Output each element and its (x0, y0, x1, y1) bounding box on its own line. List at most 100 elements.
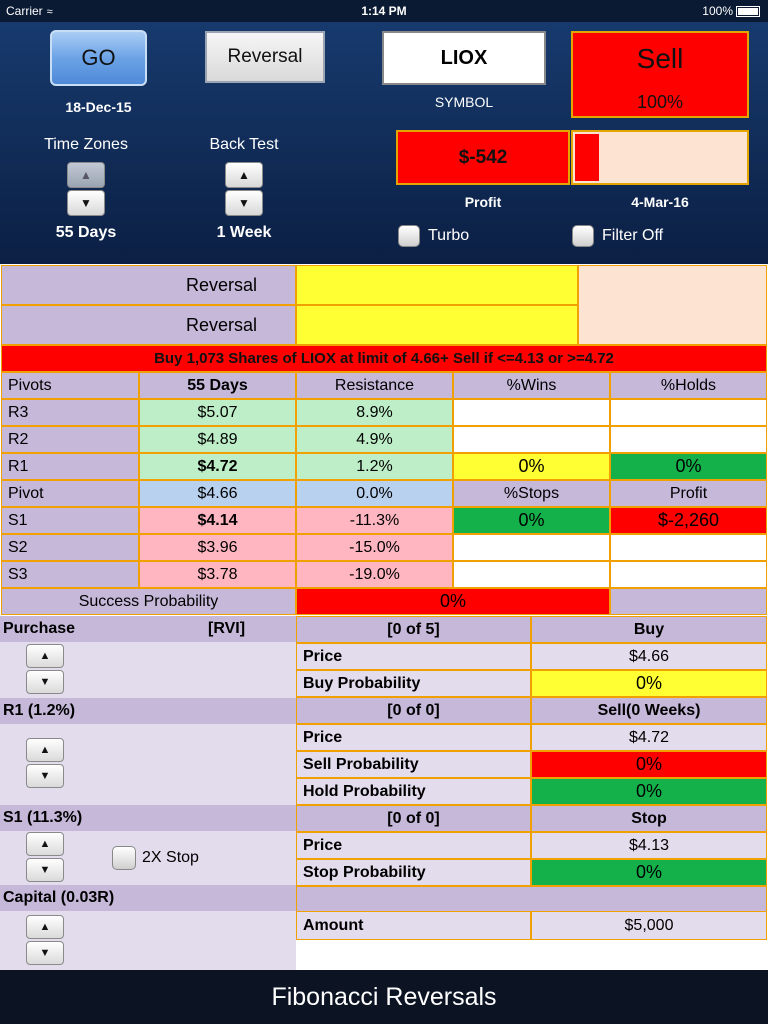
reversal-row-2-value (296, 305, 578, 345)
capital-blank (296, 940, 768, 970)
r1-section-price: $4.72 (531, 724, 767, 751)
purchase-count: [0 of 5] (296, 616, 531, 643)
sell-prob: 0% (531, 751, 767, 778)
time-zones-up-icon[interactable]: ▲ (67, 162, 105, 188)
current-date: 18-Dec-15 (65, 99, 132, 115)
s1-label: S1 (1, 507, 139, 534)
r1-percent: 1.2% (296, 453, 453, 480)
signal-box: Sell 100% (571, 31, 749, 118)
back-test-down-icon[interactable]: ▼ (225, 190, 263, 216)
r1-stepper[interactable]: ▲ ▼ (26, 738, 64, 790)
r1-holds: 0% (610, 453, 767, 480)
carrier-label: Carrier ≈ (6, 4, 53, 18)
pivot-label: Pivot (1, 480, 139, 507)
back-test-value: 1 Week (216, 224, 272, 241)
battery-indicator: 100% (702, 4, 760, 18)
app-title: Fibonacci Reversals (0, 970, 768, 1024)
purchase-up-icon[interactable]: ▲ (26, 644, 64, 668)
symbol-caption: SYMBOL (434, 94, 494, 110)
s1-price: $4.14 (139, 507, 296, 534)
s1-section-title: S1 (11.3%) (3, 809, 83, 826)
r1-label: R1 (1, 453, 139, 480)
time-zones-value: 55 Days (55, 224, 117, 241)
amount-label: Amount (296, 911, 531, 940)
turbo-label: Turbo (428, 227, 470, 244)
s3-profit (610, 561, 767, 588)
r2-price: $4.89 (139, 426, 296, 453)
progress-fill (575, 134, 599, 181)
reversal-button[interactable]: Reversal (205, 31, 325, 83)
profit-value: $-542 (396, 130, 570, 185)
hold-prob: 0% (531, 778, 767, 805)
s1-stepper[interactable]: ▲ ▼ (26, 832, 64, 884)
status-bar: Carrier ≈ 1:14 PM 100% (0, 0, 768, 22)
capital-title: Capital (0.03R) (3, 889, 115, 906)
s3-stops (453, 561, 610, 588)
r1-section-header: R1 (1.2%) (0, 698, 296, 724)
order-banner: Buy 1,073 Shares of LIOX at limit of 4.6… (1, 345, 767, 372)
s1-section-header: S1 (11.3%) (0, 805, 296, 831)
capital-up-icon[interactable]: ▲ (26, 915, 64, 939)
buy-prob-label: Buy Probability (296, 670, 531, 697)
reversal-row-1: Reversal (1, 265, 296, 305)
r3-wins (453, 399, 610, 426)
success-label: Success Probability (1, 588, 296, 615)
reversal-row-2: Reversal (1, 305, 296, 345)
stop-prob: 0% (531, 859, 767, 886)
pivot-grid: Reversal Reversal Buy 1,073 Shares of LI… (0, 264, 768, 970)
s1-down-icon[interactable]: ▼ (26, 858, 64, 882)
time-zones-label: Time Zones (44, 136, 128, 153)
purchase-panel: ▲ ▼ (0, 642, 296, 698)
r3-percent: 8.9% (296, 399, 453, 426)
amount-value[interactable]: $5,000 (531, 911, 767, 940)
profit-caption: Profit (464, 194, 502, 210)
success-spacer (610, 588, 767, 615)
buy-prob: 0% (531, 670, 767, 697)
r1-price: $4.72 (139, 453, 296, 480)
s2-stops (453, 534, 610, 561)
r2-wins (453, 426, 610, 453)
capital-stepper[interactable]: ▲ ▼ (26, 915, 64, 967)
capital-down-icon[interactable]: ▼ (26, 941, 64, 965)
purchase-down-icon[interactable]: ▼ (26, 670, 64, 694)
s2-price: $3.96 (139, 534, 296, 561)
reversal-side-panel (578, 265, 767, 345)
s3-price: $3.78 (139, 561, 296, 588)
filter-checkbox[interactable] (572, 225, 594, 247)
s2-profit (610, 534, 767, 561)
purchase-title: Purchase (3, 620, 76, 637)
stop-prob-label: Stop Probability (296, 859, 531, 886)
end-date: 4-Mar-16 (631, 194, 689, 210)
time-zones-down-icon[interactable]: ▼ (67, 190, 105, 216)
r3-holds (610, 399, 767, 426)
s2-percent: -15.0% (296, 534, 453, 561)
s1-price-label: Price (296, 832, 531, 859)
r1-wins: 0% (453, 453, 610, 480)
go-button[interactable]: GO (50, 30, 147, 86)
signal-label: Sell (636, 43, 684, 74)
r2-percent: 4.9% (296, 426, 453, 453)
back-test-up-icon[interactable]: ▲ (225, 162, 263, 188)
symbol-input[interactable]: LIOX (382, 31, 546, 85)
back-test-stepper[interactable]: ▲ ▼ (225, 162, 265, 218)
s2-label: S2 (1, 534, 139, 561)
turbo-checkbox[interactable] (398, 225, 420, 247)
holds-header: %Holds (610, 372, 767, 399)
sell-prob-label: Sell Probability (296, 751, 531, 778)
reversal-row-1-value (296, 265, 578, 305)
r1-section-panel: ▲ ▼ (0, 724, 296, 805)
r1-section-action: Sell(0 Weeks) (531, 697, 767, 724)
battery-icon (736, 6, 760, 18)
r1-up-icon[interactable]: ▲ (26, 738, 64, 762)
capital-spacer (296, 886, 767, 913)
two-x-stop-checkbox[interactable] (112, 846, 136, 870)
resistance-header: Resistance (296, 372, 453, 399)
time-zones-stepper[interactable]: ▲ ▼ (67, 162, 107, 218)
s1-up-icon[interactable]: ▲ (26, 832, 64, 856)
s3-percent: -19.0% (296, 561, 453, 588)
r2-holds (610, 426, 767, 453)
r3-label: R3 (1, 399, 139, 426)
purchase-price-label: Price (296, 643, 531, 670)
r1-down-icon[interactable]: ▼ (26, 764, 64, 788)
purchase-stepper[interactable]: ▲ ▼ (26, 644, 64, 696)
